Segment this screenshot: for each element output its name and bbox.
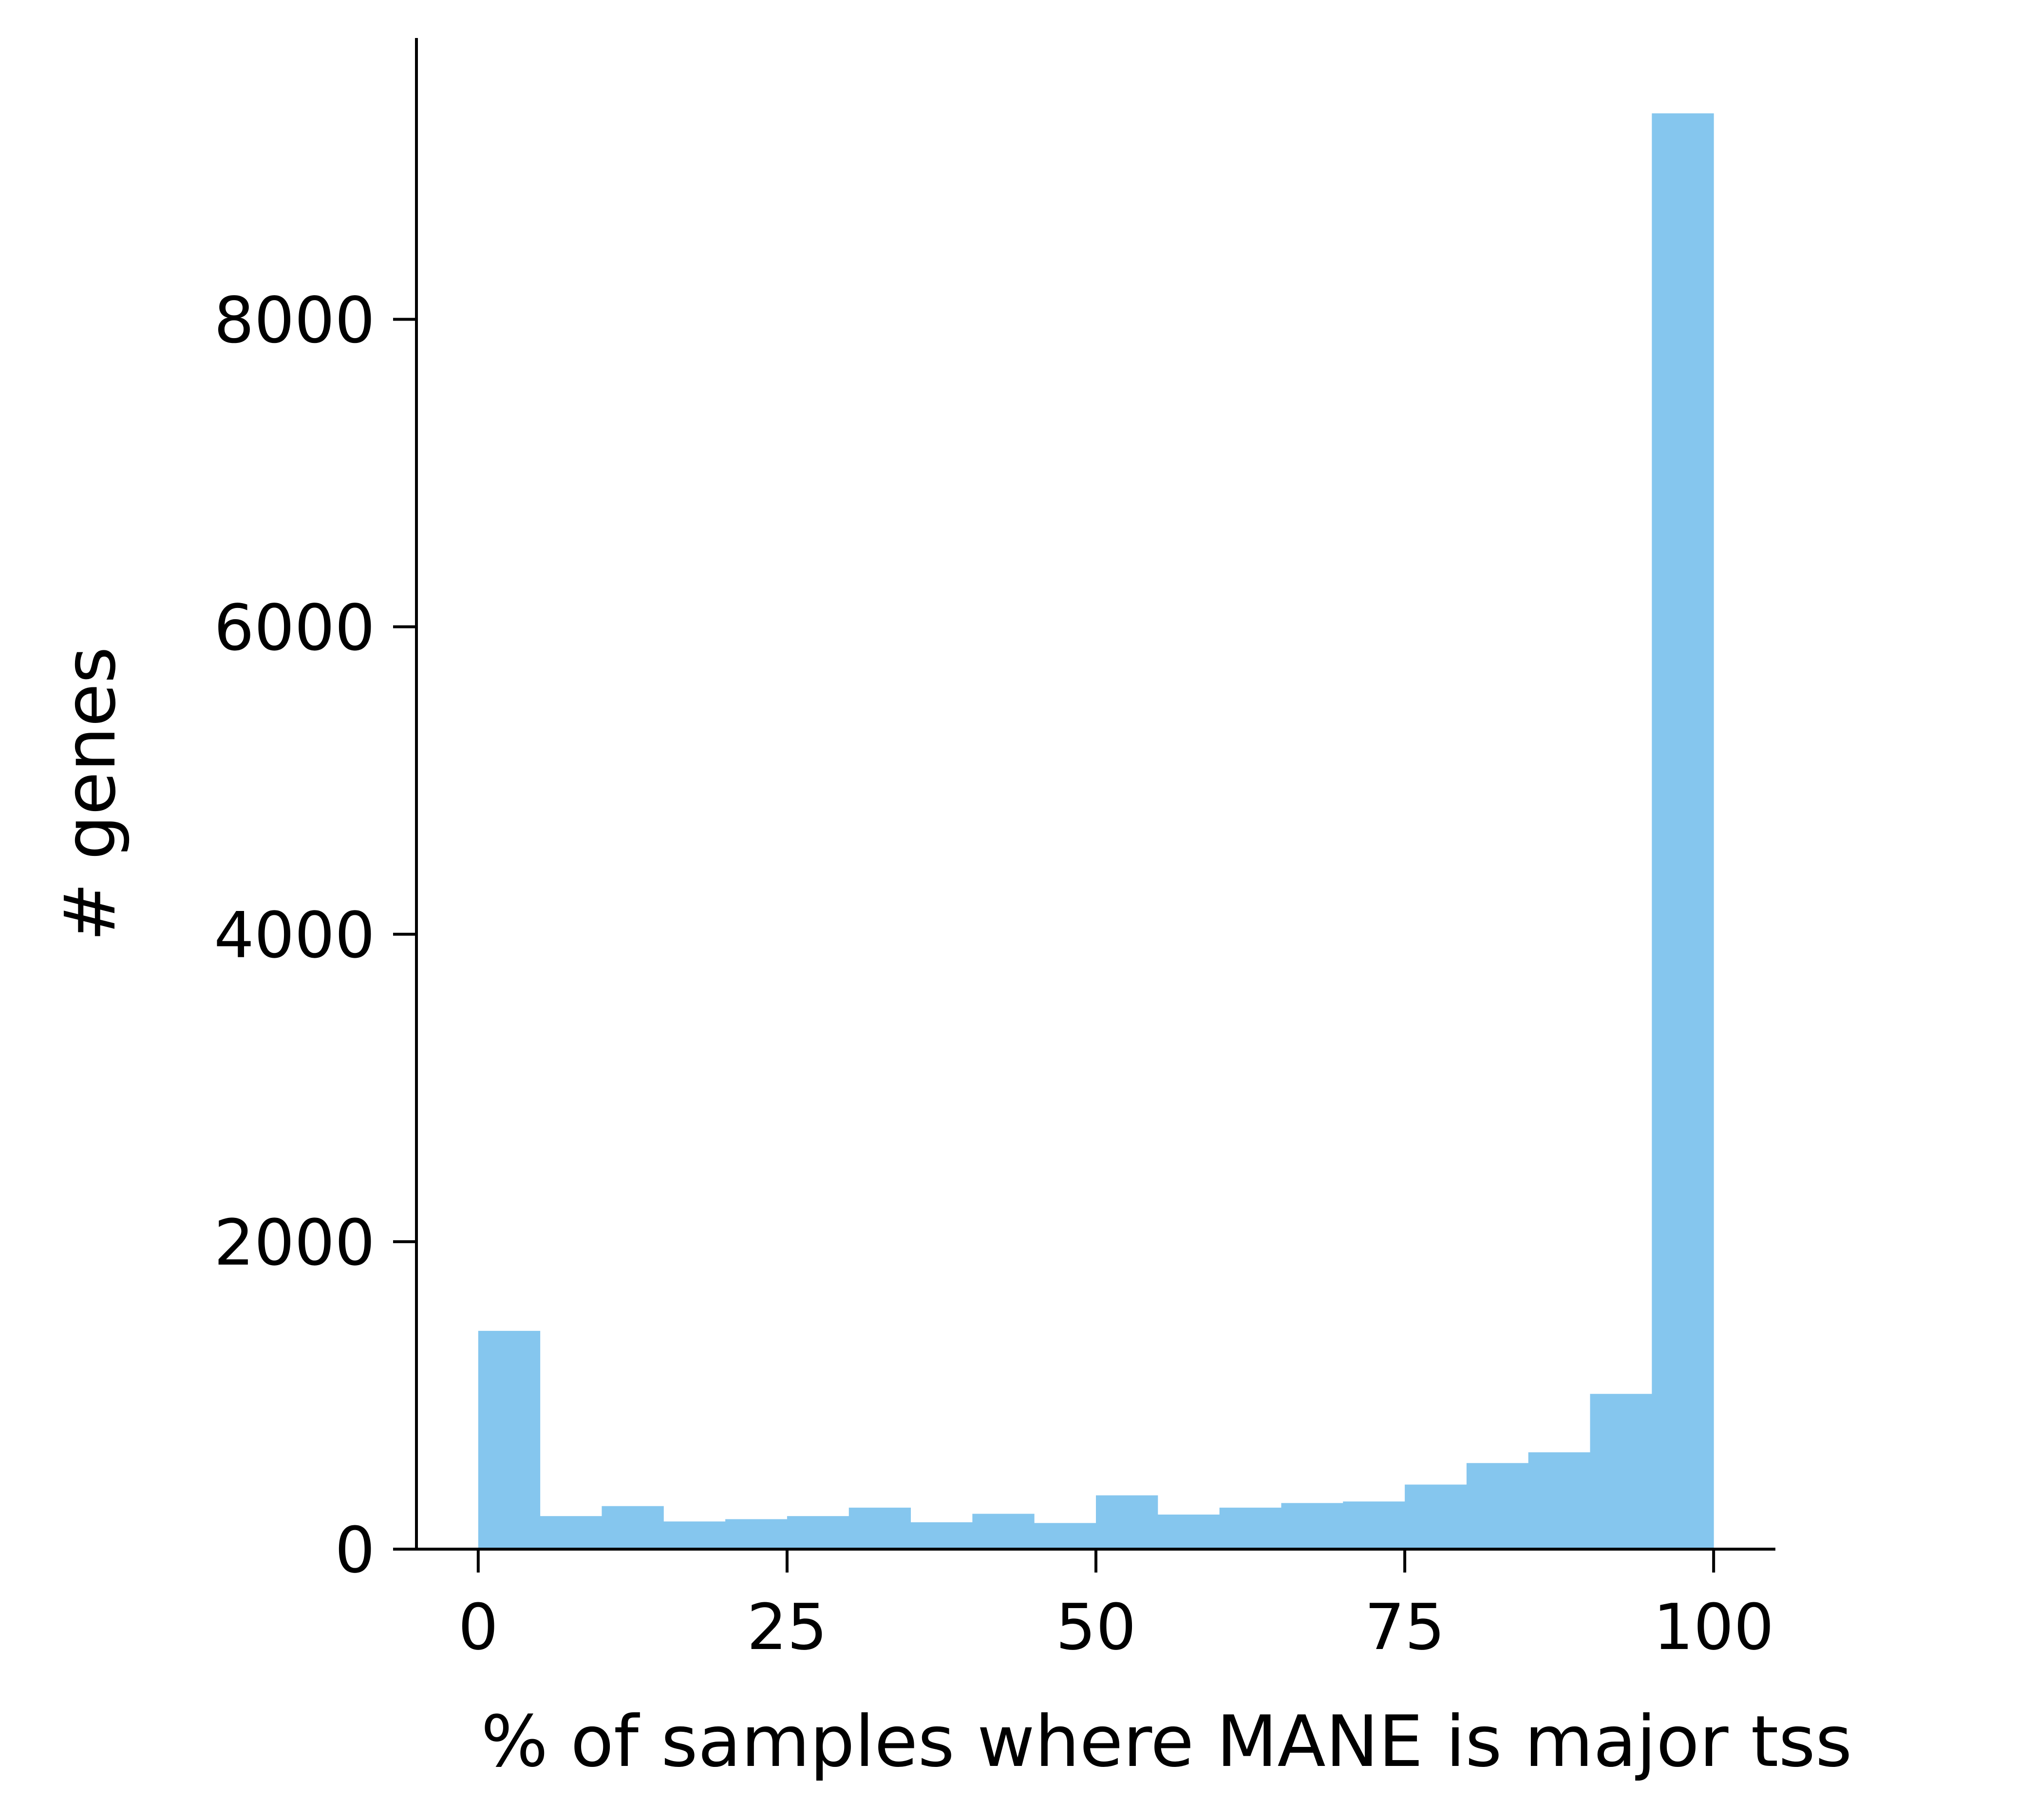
- histogram-bar: [1343, 1501, 1405, 1549]
- histogram-bar: [848, 1507, 911, 1549]
- histogram-bars: [478, 113, 1714, 1549]
- histogram-bar: [1096, 1495, 1158, 1549]
- histogram-bar: [1405, 1484, 1467, 1549]
- x-tick-label: 75: [1364, 1590, 1445, 1664]
- y-axis-ticks: 0 2000 4000 6000 8000: [214, 283, 416, 1587]
- histogram-bar: [1157, 1514, 1220, 1549]
- histogram-bar: [1590, 1394, 1652, 1549]
- histogram-bar: [478, 1330, 541, 1549]
- histogram-bar: [972, 1514, 1035, 1549]
- y-tick-label: 4000: [214, 898, 375, 972]
- y-tick-label: 0: [335, 1513, 375, 1587]
- histogram-bar: [725, 1519, 788, 1549]
- histogram-bar: [1466, 1463, 1529, 1549]
- y-tick-label: 6000: [214, 591, 375, 665]
- y-tick-label: 8000: [214, 283, 375, 357]
- x-tick-label: 50: [1055, 1590, 1136, 1664]
- histogram-bar: [1034, 1523, 1096, 1549]
- histogram-bar: [602, 1506, 664, 1549]
- histogram-bar: [540, 1516, 602, 1549]
- histogram-bar: [1652, 113, 1714, 1549]
- histogram-bar: [663, 1521, 726, 1549]
- y-axis-title: # genes: [49, 646, 132, 942]
- histogram-bar: [787, 1516, 849, 1549]
- x-tick-label: 25: [747, 1590, 827, 1664]
- histogram-bar: [1528, 1452, 1591, 1549]
- histogram-bar: [1281, 1503, 1343, 1549]
- y-tick-label: 2000: [214, 1206, 375, 1280]
- x-axis-title: % of samples where MANE is major tss: [481, 1701, 1852, 1783]
- x-tick-label: 100: [1653, 1590, 1774, 1664]
- x-axis-ticks: 0 25 50 75 100: [458, 1549, 1774, 1664]
- x-tick-label: 0: [458, 1590, 498, 1664]
- histogram-bar: [1219, 1507, 1281, 1549]
- histogram-bar: [910, 1522, 973, 1549]
